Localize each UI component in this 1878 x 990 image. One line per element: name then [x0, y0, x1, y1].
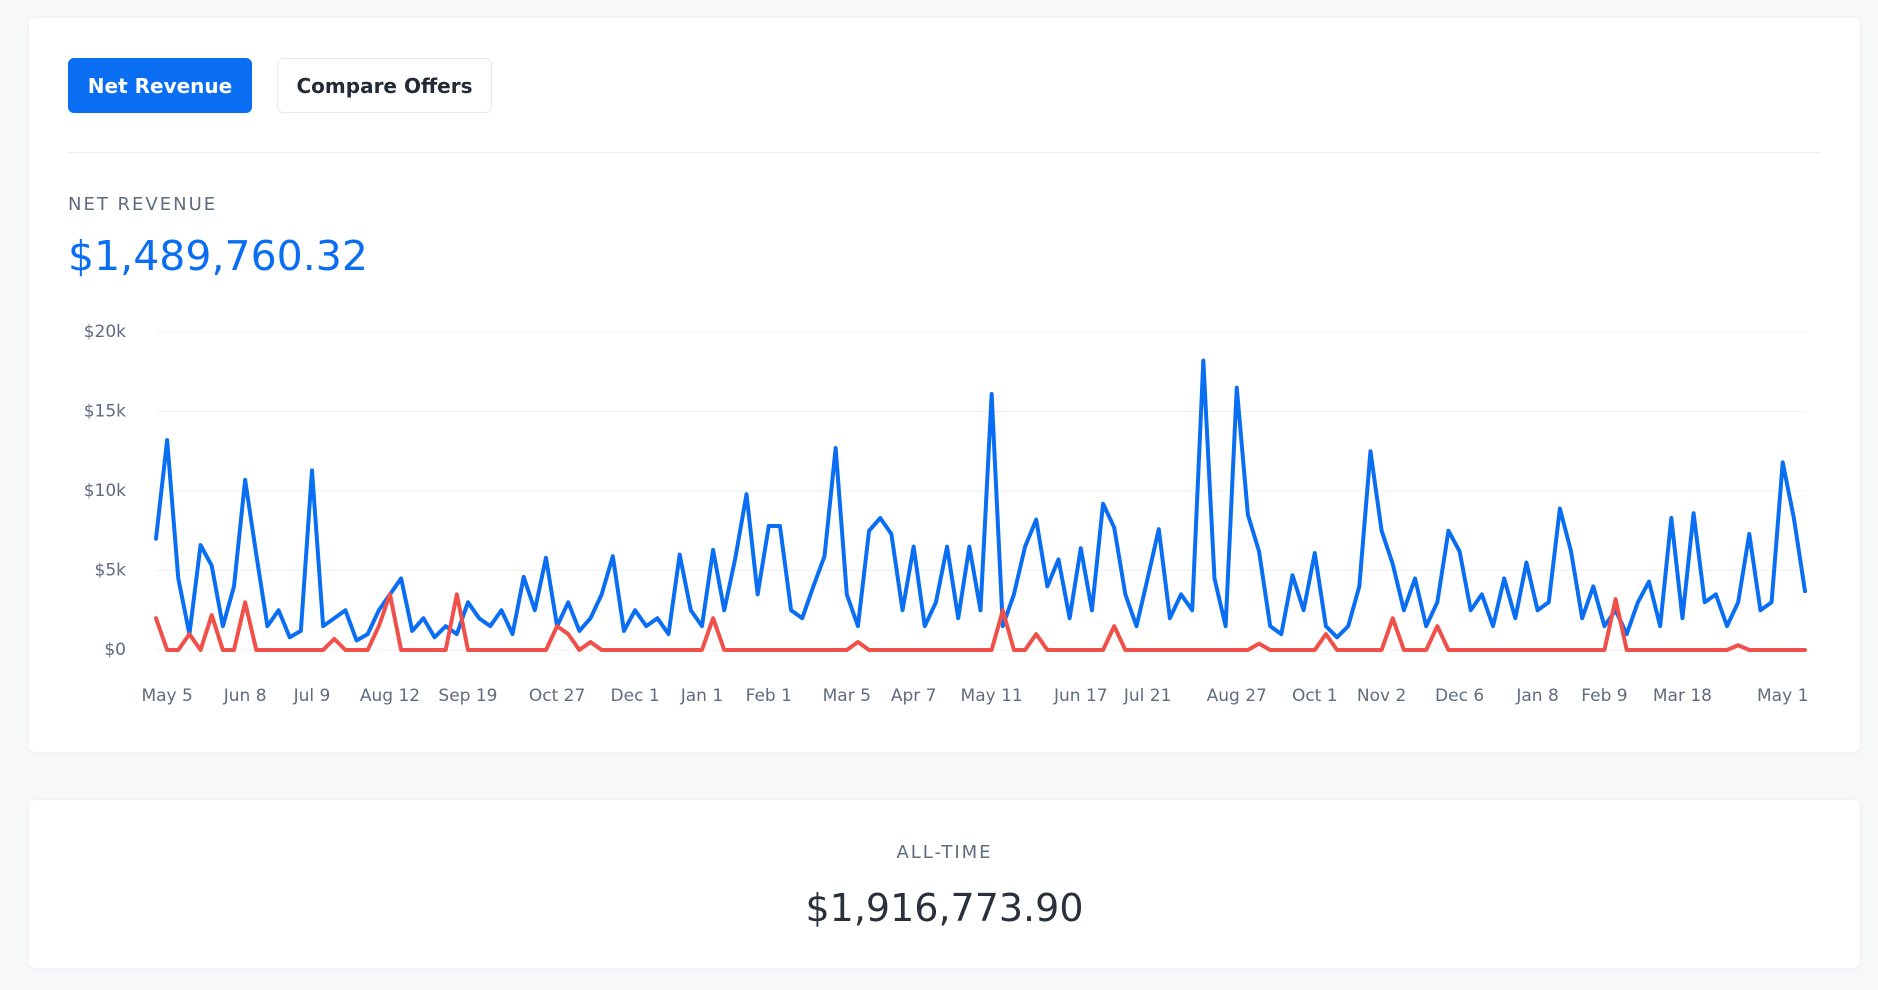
- y-tick-label: $10k: [84, 481, 126, 501]
- x-tick-label: Apr 7: [891, 686, 937, 706]
- revenue-card: Net Revenue Compare Offers NET REVENUE $…: [29, 18, 1860, 752]
- x-tick-label: Oct 27: [529, 686, 585, 706]
- x-tick-label: Mar 5: [823, 686, 871, 706]
- x-tick-label: May 1: [1757, 686, 1808, 706]
- x-tick-label: Jul 9: [293, 686, 331, 706]
- summary-value: $1,916,773.90: [805, 886, 1084, 930]
- x-tick-label: Aug 27: [1207, 686, 1267, 706]
- x-tick-label: Nov 2: [1357, 686, 1406, 706]
- chart-title: NET REVENUE: [68, 194, 218, 215]
- x-tick-label: Dec 1: [611, 686, 660, 706]
- x-tick-label: May 11: [961, 686, 1023, 706]
- x-tick-label: Aug 12: [360, 686, 420, 706]
- x-tick-label: Jan 8: [1515, 686, 1558, 706]
- y-tick-label: $20k: [84, 322, 126, 342]
- x-tick-label: Sep 19: [438, 686, 497, 706]
- x-tick-label: Feb 9: [1581, 686, 1627, 706]
- x-tick-label: Feb 1: [746, 686, 792, 706]
- x-tick-label: May 5: [141, 686, 192, 706]
- series-line: [154, 592, 1807, 652]
- y-tick-label: $5k: [95, 561, 127, 581]
- x-tick-label: Jul 21: [1123, 686, 1172, 706]
- y-tick-label: $0: [104, 640, 126, 660]
- divider: [68, 152, 1820, 153]
- x-tick-label: Mar 18: [1653, 686, 1712, 706]
- summary-label: ALL-TIME: [896, 842, 993, 863]
- tab-button[interactable]: Net Revenue: [68, 58, 252, 113]
- y-tick-label: $15k: [84, 402, 126, 422]
- summary-card: ALL-TIME $1,916,773.90: [29, 800, 1860, 968]
- series-line: [154, 358, 1807, 643]
- tab-button[interactable]: Compare Offers: [277, 58, 492, 113]
- chart-subtitle: $1,489,760.32: [68, 232, 368, 280]
- x-tick-label: Jun 8: [223, 686, 267, 706]
- x-tick-label: Jun 17: [1053, 686, 1108, 706]
- x-tick-label: Oct 1: [1292, 686, 1338, 706]
- chart: $0 $5k $10k $15k $20k May 5 Jun 8 Jul 9 Aug 12 Se…: [84, 322, 1809, 706]
- x-tick-label: Dec 6: [1435, 686, 1484, 706]
- x-tick-label: Jan 1: [680, 686, 723, 706]
